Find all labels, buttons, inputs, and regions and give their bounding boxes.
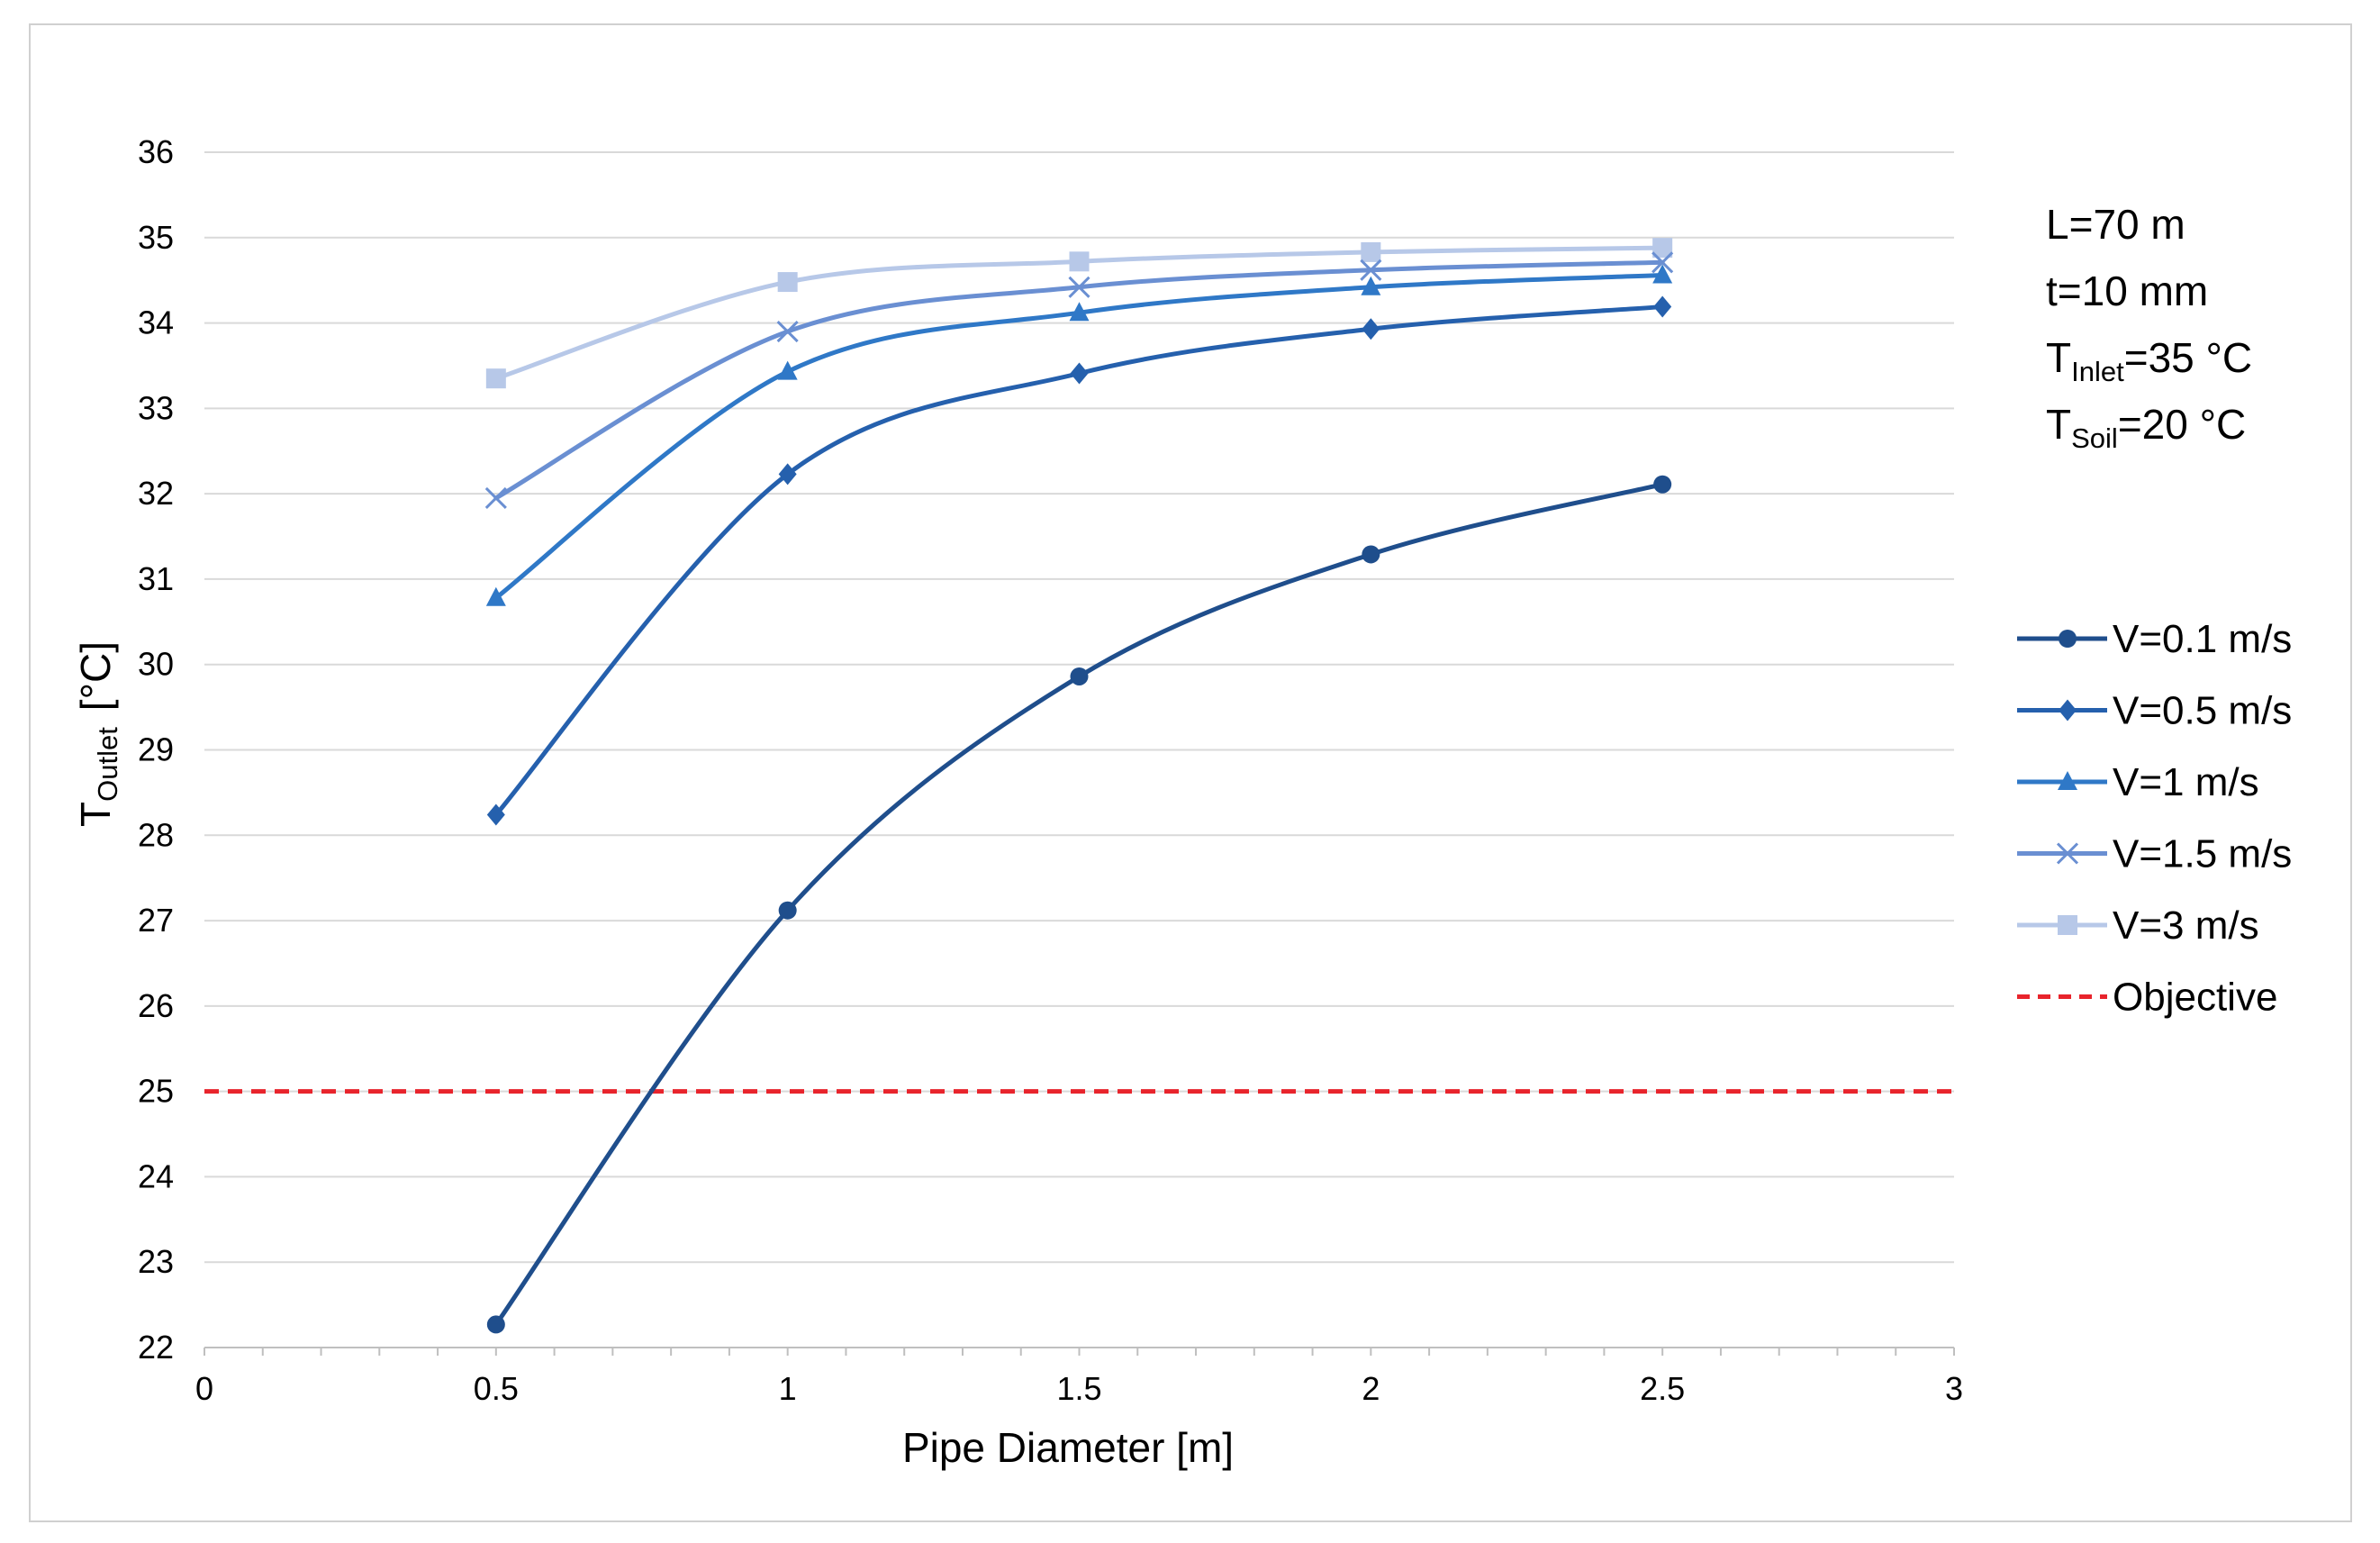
y-tick-label: 22 <box>138 1329 174 1366</box>
y-tick-label: 31 <box>138 560 174 597</box>
legend-marker-x <box>2056 842 2079 865</box>
x-tick-label: 0.5 <box>474 1370 519 1407</box>
marker-stroke <box>484 486 507 509</box>
y-tick-label: 23 <box>138 1243 174 1280</box>
chart-frame <box>29 23 2352 1522</box>
y-tick-label: 27 <box>138 902 174 939</box>
series-line <box>493 304 1665 818</box>
data-point-diamond <box>778 463 797 486</box>
marker-stroke <box>2056 842 2079 865</box>
y-axis-title: TOutlet [°C] <box>72 641 123 827</box>
x-tick-label: 1 <box>779 1370 797 1407</box>
parameter-annotations: L=70 m t=10 mm TInlet=35 °C TSoil=20 °C <box>2046 201 2252 454</box>
marker-stroke <box>1652 251 1674 274</box>
annotation-inlet-main: T <box>2046 334 2071 381</box>
data-point-triangle <box>1652 264 1673 284</box>
data-point-circle <box>1070 667 1089 685</box>
data-point-x <box>1068 276 1090 298</box>
marker-stroke <box>1360 259 1382 281</box>
legend-marker-diamond <box>2059 699 2077 722</box>
axes: 22 23 24 25 26 27 28 29 30 31 32 33 34 35 36 0 0.5 1 1.5 2 2… <box>138 133 1963 1407</box>
data-point-square <box>485 368 506 389</box>
annotation-inlet-sub: Inlet <box>2071 356 2124 387</box>
legend: V=0.1 m/s V=0.5 m/s V=1 m/s V=1.5 m/s V=3 m/… <box>2017 617 2292 1020</box>
y-tick-label: 32 <box>138 475 174 512</box>
x-tick-label: 3 <box>1945 1370 1963 1407</box>
data-point-square <box>1652 238 1673 259</box>
y-tick-label: 28 <box>138 816 174 853</box>
y-tick-label: 35 <box>138 219 174 256</box>
series-markers <box>484 238 1674 1334</box>
annotation-soil: TSoil=20 °C <box>2046 401 2246 454</box>
series-lines <box>493 245 1665 1327</box>
data-point-circle <box>1653 475 1672 494</box>
data-point-square <box>777 272 798 293</box>
data-point-x <box>776 320 799 343</box>
y-tick-label: 26 <box>138 987 174 1024</box>
x-tick-label: 0 <box>195 1370 213 1407</box>
y-tick-label: 24 <box>138 1157 174 1194</box>
x-tick-label: 2 <box>1362 1370 1380 1407</box>
x-tick-label: 1.5 <box>1056 1370 1101 1407</box>
marker-stroke <box>1068 276 1090 298</box>
legend-marker-circle <box>2059 630 2077 648</box>
y-tick-label: 36 <box>138 133 174 170</box>
annotation-soil-sub: Soil <box>2071 422 2118 454</box>
data-point-triangle <box>1069 302 1090 322</box>
legend-marker-square <box>2058 915 2077 935</box>
annotation-inlet-rest: =35 °C <box>2124 334 2252 381</box>
data-point-circle <box>486 1315 505 1334</box>
data-point-triangle <box>777 360 798 380</box>
legend-marker-triangle <box>2058 771 2077 790</box>
data-point-x <box>484 486 507 509</box>
annotation-inlet: TInlet=35 °C <box>2046 334 2252 387</box>
legend-label: V=0.5 m/s <box>2113 689 2292 733</box>
y-tick-label: 25 <box>138 1073 174 1110</box>
data-point-x <box>1652 251 1674 274</box>
y-tick-label: 29 <box>138 731 174 768</box>
data-point-circle <box>1362 545 1380 564</box>
x-axis-title: Pipe Diameter [m] <box>902 1424 1234 1471</box>
marker-stroke <box>776 320 799 343</box>
y-tick-label: 33 <box>138 389 174 426</box>
annotation-thickness: t=10 mm <box>2046 268 2208 314</box>
data-point-square <box>1069 251 1090 272</box>
legend-label: Objective <box>2113 976 2277 1020</box>
annotation-soil-main: T <box>2046 401 2071 448</box>
legend-label: V=0.1 m/s <box>2113 617 2292 661</box>
y-axis-title-main: T <box>72 802 119 827</box>
legend-label: V=1.5 m/s <box>2113 832 2292 876</box>
grid-lines <box>204 151 1954 1348</box>
series-line <box>493 482 1665 1327</box>
legend-label: V=3 m/s <box>2113 903 2259 948</box>
annotation-length: L=70 m <box>2046 201 2185 248</box>
data-point-diamond <box>1070 362 1089 385</box>
y-tick-label: 34 <box>138 304 174 341</box>
data-point-triangle <box>1361 276 1381 295</box>
data-point-circle <box>778 901 797 920</box>
data-point-triangle <box>485 586 506 606</box>
x-tick-label: 2.5 <box>1640 1370 1685 1407</box>
y-tick-label: 30 <box>138 646 174 683</box>
data-point-square <box>1361 241 1381 262</box>
data-point-x <box>1360 259 1382 281</box>
y-axis-title-sub: Outlet <box>92 727 123 802</box>
data-point-diamond <box>1653 295 1672 318</box>
data-point-diamond <box>486 803 505 826</box>
legend-label: V=1 m/s <box>2113 760 2259 804</box>
annotation-soil-rest: =20 °C <box>2118 401 2246 448</box>
data-point-diamond <box>1362 318 1380 340</box>
y-axis-title-unit: [°C] <box>72 641 119 711</box>
